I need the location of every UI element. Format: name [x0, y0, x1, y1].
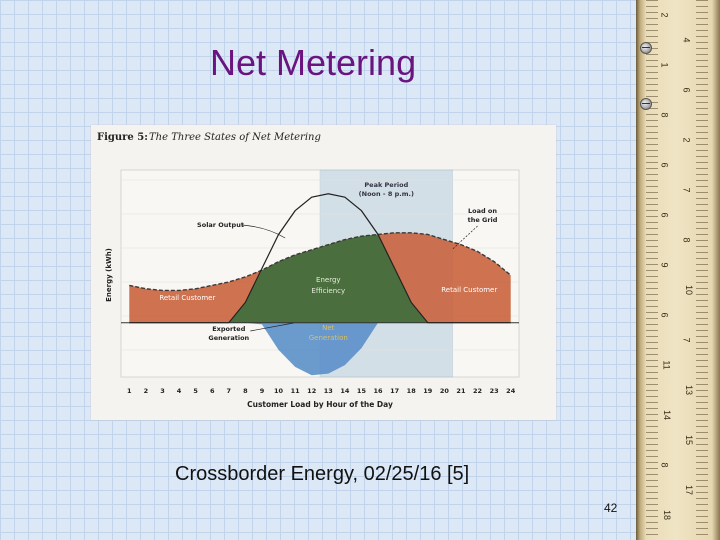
- x-tick-label: 2: [144, 387, 149, 395]
- x-tick-label: 6: [210, 387, 215, 395]
- energy-efficiency-label: Efficiency: [311, 287, 345, 295]
- x-tick-label: 1: [127, 387, 132, 395]
- x-tick-label: 8: [243, 387, 248, 395]
- ruler-number: 15: [684, 434, 695, 446]
- ruler-number: 18: [662, 509, 673, 521]
- x-tick-label: 14: [340, 387, 350, 395]
- x-tick-label: 13: [324, 387, 333, 395]
- ruler-number: 9: [659, 262, 670, 268]
- figure-title: The Three States of Net Metering: [149, 132, 321, 143]
- ruler-number: 1: [659, 62, 670, 68]
- y-axis-label: Energy (kWh): [105, 248, 113, 302]
- x-tick-label: 11: [291, 387, 301, 395]
- x-tick-label: 22: [473, 387, 482, 395]
- ruler-number: 6: [659, 312, 670, 318]
- x-tick-label: 18: [407, 387, 417, 395]
- ruler-number: 2: [659, 12, 670, 18]
- exported-generation-label: Exported: [212, 325, 245, 333]
- ruler-number: 6: [659, 162, 670, 168]
- x-tick-label: 4: [177, 387, 182, 395]
- ruler-image: 2 4 1 6 8 2 6 7 6 8 9 10 6 7 11 13 14 15 8 17 18: [636, 0, 720, 540]
- net-generation-label: Net: [322, 324, 335, 332]
- x-tick-label: 15: [357, 387, 367, 395]
- ruler-number: 6: [681, 87, 692, 93]
- x-tick-label: 12: [307, 387, 316, 395]
- ruler-number: 13: [684, 384, 695, 396]
- energy-efficiency-label: Energy: [316, 276, 341, 284]
- load-on-grid-arrow: [452, 225, 478, 250]
- energy-efficiency-area: [129, 234, 511, 323]
- load-curve: [129, 232, 512, 292]
- x-tick-label: 24: [506, 387, 516, 395]
- net-generation-label: Generation: [309, 334, 348, 342]
- solar-output-arrow: [242, 224, 286, 239]
- ruler-screw: [640, 98, 652, 110]
- ruler-number: 6: [659, 212, 670, 218]
- solar-output-label: Solar Output: [197, 221, 244, 229]
- ruler-number: 8: [659, 462, 670, 468]
- ruler-number: 14: [662, 409, 673, 421]
- peak-period-label: Peak Period: [364, 181, 408, 189]
- load-on-grid-label: Load on: [468, 207, 497, 215]
- x-tick-label: 21: [456, 387, 466, 395]
- load-on-grid-label: the Grid: [468, 216, 498, 224]
- exported-generation-arrow: [250, 322, 294, 332]
- x-tick-label: 10: [274, 387, 284, 395]
- slide-title: Net Metering: [210, 42, 417, 83]
- ruler-number: 8: [681, 237, 692, 243]
- ruler-number: 10: [684, 284, 695, 296]
- x-tick-label: 3: [160, 387, 165, 395]
- solar-output-curve: [129, 193, 511, 324]
- ruler-number: 2: [681, 137, 692, 143]
- x-tick-label: 16: [374, 387, 384, 395]
- x-tick-label: 19: [423, 387, 433, 395]
- ruler-number: 7: [681, 187, 692, 193]
- x-tick-label: 9: [260, 387, 265, 395]
- net-metering-chart: Figure 5: The Three States of Net Meteri…: [97, 132, 520, 409]
- chart-figure: Figure 5: The Three States of Net Meteri…: [91, 125, 556, 420]
- ruler-number: 8: [659, 112, 670, 118]
- retail-customer-label: Retail Customer: [159, 294, 215, 302]
- x-tick-label: 23: [490, 387, 499, 395]
- ruler-ticks-right: [636, 0, 720, 540]
- retail-customer-label: Retail Customer: [441, 286, 497, 294]
- figure-label: Figure 5:: [97, 132, 148, 143]
- ruler-number: 17: [684, 484, 695, 496]
- ruler-number: 7: [681, 337, 692, 343]
- ruler-number: 11: [661, 360, 672, 370]
- page-number: 42: [604, 501, 618, 515]
- ruler-screw: [640, 42, 652, 54]
- x-tick-label: 17: [390, 387, 399, 395]
- x-tick-label: 5: [193, 387, 198, 395]
- ruler-number: 4: [681, 37, 692, 43]
- x-tick-label: 7: [227, 387, 232, 395]
- x-axis-label: Customer Load by Hour of the Day: [247, 400, 393, 409]
- exported-generation-area: [129, 322, 511, 376]
- x-tick-label: 20: [440, 387, 450, 395]
- caption: Crossborder Energy, 02/25/16 [5]: [175, 463, 470, 485]
- exported-generation-label: Generation: [208, 334, 249, 342]
- peak-period-label: (Noon - 8 p.m.): [359, 190, 414, 198]
